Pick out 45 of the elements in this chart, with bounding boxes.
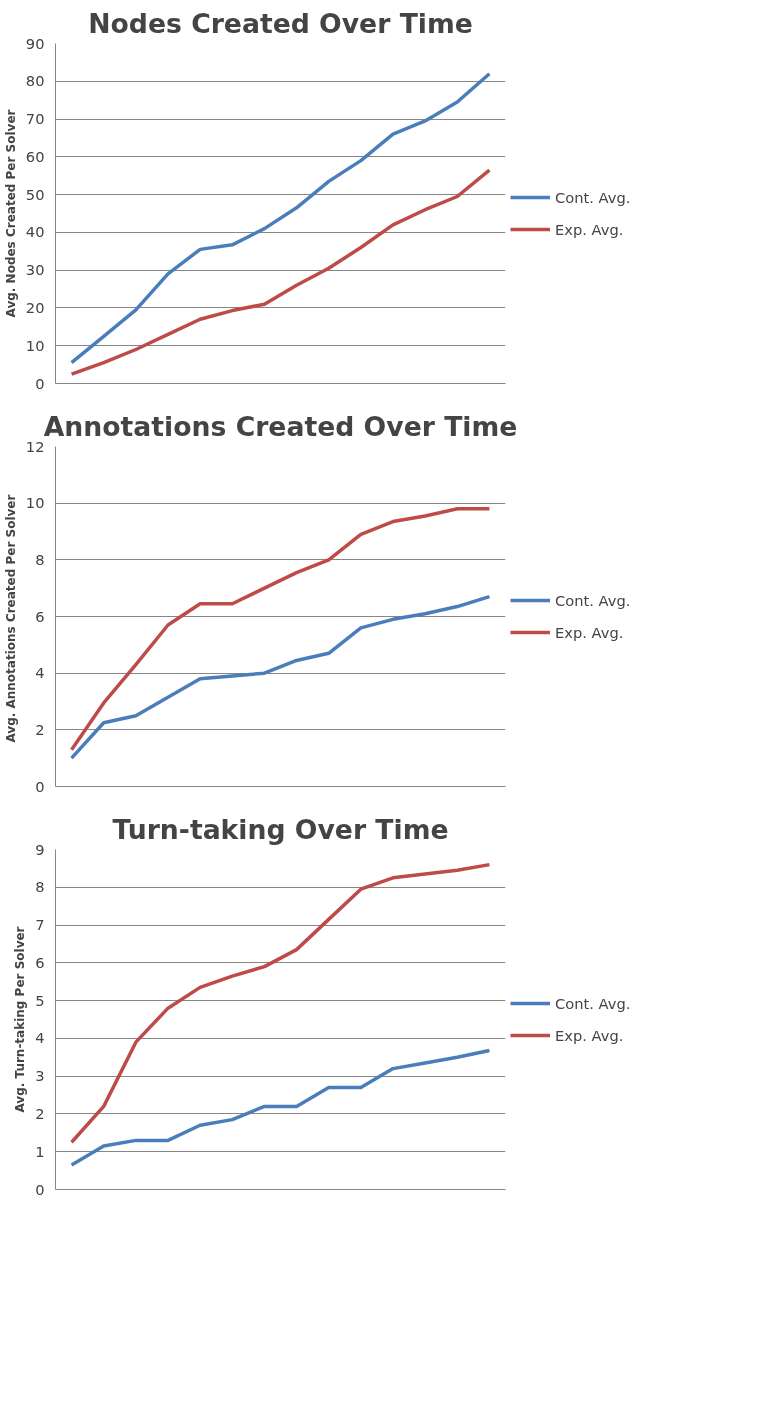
legend-label: Exp. Avg. — [555, 220, 624, 238]
line-series — [69, 1048, 492, 1167]
y-tick-label: 0 — [35, 1180, 45, 1198]
chart-title: Annotations Created Over Time — [43, 410, 518, 442]
chart-title: Nodes Created Over Time — [88, 7, 473, 39]
chart-title: Turn-taking Over Time — [112, 813, 449, 845]
y-tick-label: 0 — [35, 777, 45, 795]
y-tick-label: 9 — [35, 840, 45, 858]
y-tick-label: 0 — [35, 374, 45, 392]
y-tick-label: 12 — [25, 437, 45, 455]
y-tick-label: 20 — [25, 298, 45, 316]
y-tick-label: 10 — [25, 336, 45, 354]
y-tick-label: 70 — [25, 110, 45, 128]
y-tick-label: 7 — [35, 916, 45, 934]
y-axis-title: Avg. Annotations Created Per Solver — [3, 494, 18, 743]
y-tick-label: 80 — [25, 72, 45, 90]
y-tick-label: 50 — [25, 185, 45, 203]
y-tick-label: 10 — [25, 494, 45, 512]
y-axis-title: Avg. Nodes Created Per Solver — [3, 109, 18, 318]
y-tick-label: 60 — [25, 147, 45, 165]
y-tick-label: 6 — [35, 953, 45, 971]
y-tick-label: 40 — [25, 223, 45, 241]
y-tick-label: 4 — [35, 1029, 45, 1047]
y-tick-label: 6 — [35, 607, 45, 625]
y-tick-label: 2 — [35, 1104, 45, 1122]
y-tick-label: 4 — [35, 664, 45, 682]
y-tick-label: 30 — [25, 261, 45, 279]
y-tick-label: 5 — [35, 991, 45, 1009]
y-tick-label: 8 — [35, 878, 45, 896]
y-tick-label: 90 — [25, 34, 45, 52]
y-tick-label: 2 — [35, 720, 45, 738]
line-series — [69, 168, 492, 376]
legend-label: Cont. Avg. — [555, 188, 631, 206]
line-series — [69, 862, 492, 1145]
legend-label: Exp. Avg. — [555, 623, 624, 641]
legend-label: Cont. Avg. — [555, 591, 631, 609]
y-tick-label: 8 — [35, 550, 45, 568]
legend-label: Exp. Avg. — [555, 1026, 624, 1044]
legend-label: Cont. Avg. — [555, 994, 631, 1012]
line-series — [69, 594, 492, 760]
y-axis-title: Avg. Turn-taking Per Solver — [13, 926, 28, 1113]
line-series — [69, 71, 492, 365]
y-tick-label: 1 — [35, 1142, 45, 1160]
y-tick-label: 3 — [35, 1067, 45, 1085]
line-series — [69, 507, 492, 752]
